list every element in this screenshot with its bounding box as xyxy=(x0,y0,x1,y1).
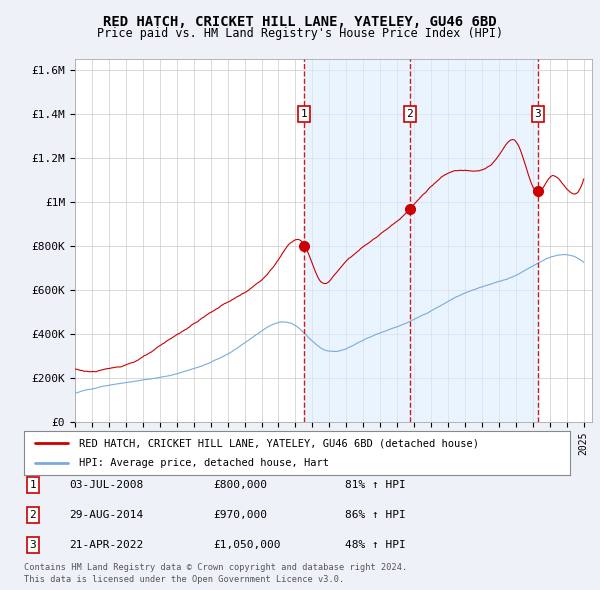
Text: 2: 2 xyxy=(29,510,37,520)
Text: £800,000: £800,000 xyxy=(213,480,267,490)
Text: RED HATCH, CRICKET HILL LANE, YATELEY, GU46 6BD (detached house): RED HATCH, CRICKET HILL LANE, YATELEY, G… xyxy=(79,438,479,448)
Text: 48% ↑ HPI: 48% ↑ HPI xyxy=(345,540,406,550)
Text: 03-JUL-2008: 03-JUL-2008 xyxy=(69,480,143,490)
Text: 21-APR-2022: 21-APR-2022 xyxy=(69,540,143,550)
Text: 1: 1 xyxy=(301,109,307,119)
Text: 3: 3 xyxy=(29,540,37,550)
Bar xyxy=(304,59,538,422)
Text: £1,050,000: £1,050,000 xyxy=(213,540,281,550)
Text: 81% ↑ HPI: 81% ↑ HPI xyxy=(345,480,406,490)
Text: 29-AUG-2014: 29-AUG-2014 xyxy=(69,510,143,520)
Text: Price paid vs. HM Land Registry's House Price Index (HPI): Price paid vs. HM Land Registry's House … xyxy=(97,27,503,40)
Text: 3: 3 xyxy=(535,109,541,119)
Text: Contains HM Land Registry data © Crown copyright and database right 2024.: Contains HM Land Registry data © Crown c… xyxy=(24,563,407,572)
Text: 2: 2 xyxy=(407,109,413,119)
Text: HPI: Average price, detached house, Hart: HPI: Average price, detached house, Hart xyxy=(79,458,329,467)
Text: This data is licensed under the Open Government Licence v3.0.: This data is licensed under the Open Gov… xyxy=(24,575,344,584)
Text: £970,000: £970,000 xyxy=(213,510,267,520)
Text: 86% ↑ HPI: 86% ↑ HPI xyxy=(345,510,406,520)
Text: 1: 1 xyxy=(29,480,37,490)
Text: RED HATCH, CRICKET HILL LANE, YATELEY, GU46 6BD: RED HATCH, CRICKET HILL LANE, YATELEY, G… xyxy=(103,15,497,29)
